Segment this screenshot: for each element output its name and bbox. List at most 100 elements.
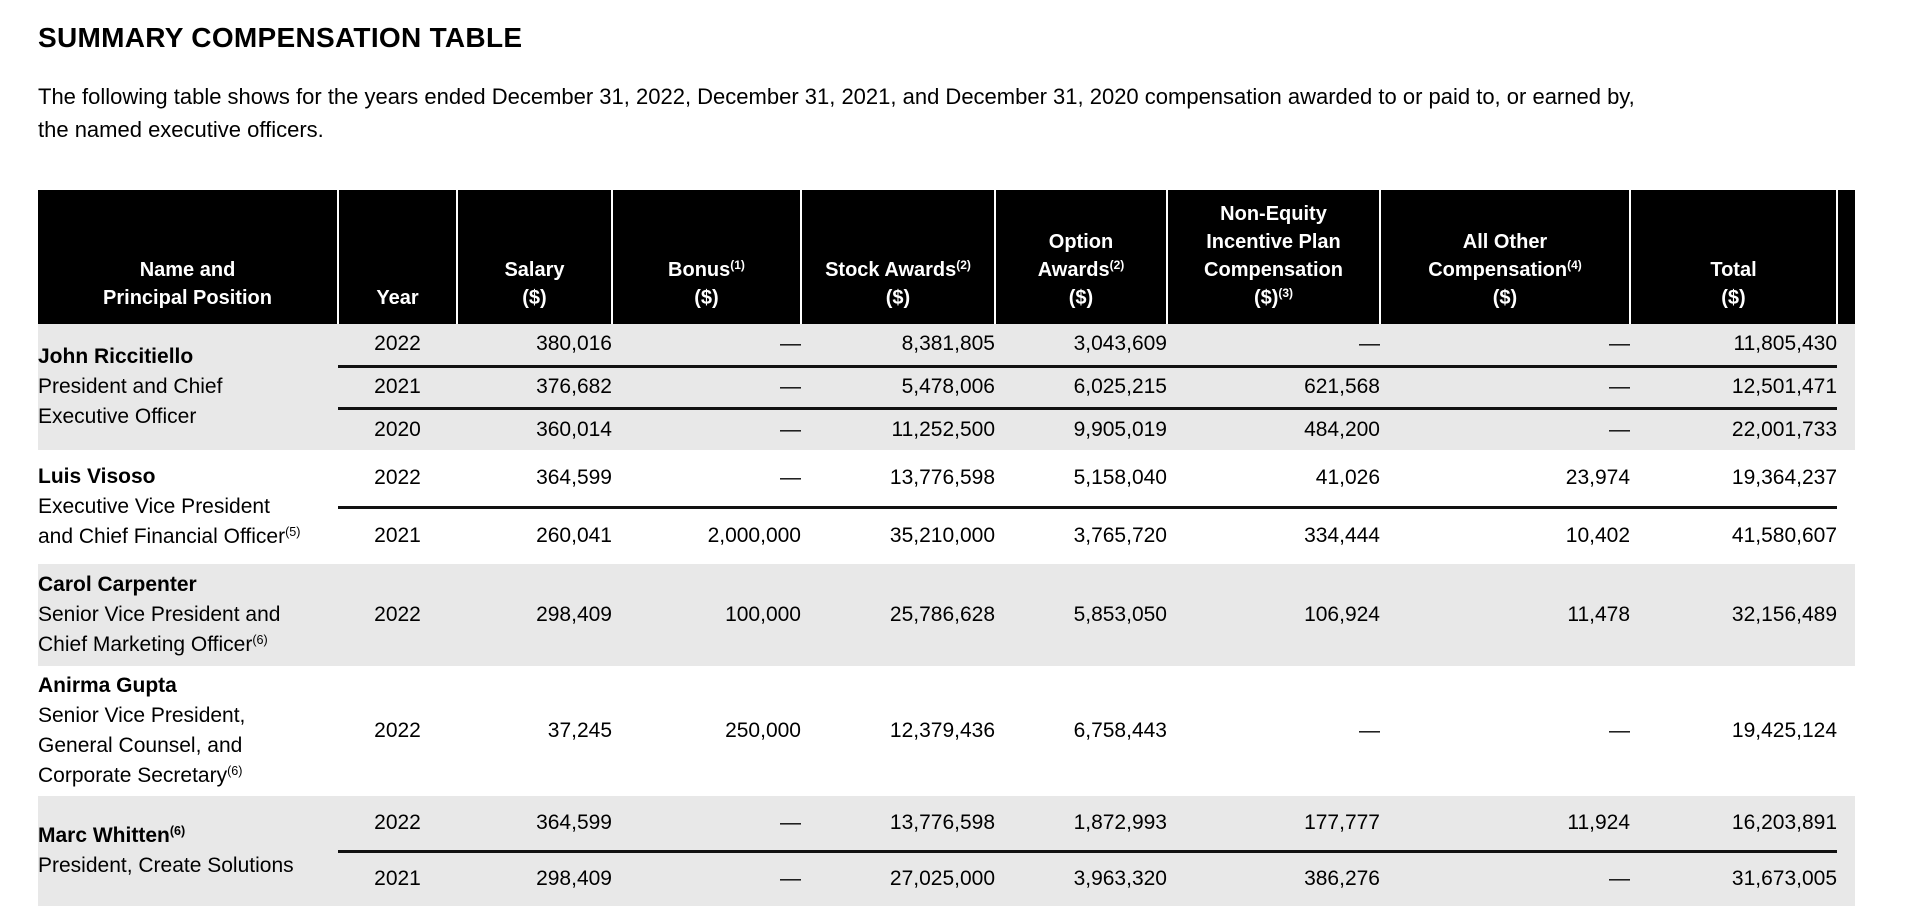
executive-position-line: Executive Vice President (38, 495, 270, 518)
value-stock_awards: 13,776,598 (801, 796, 995, 851)
executive-name: John Riccitiello (38, 345, 194, 368)
column-header-bonus: Bonus(1) ($) (611, 190, 801, 324)
executive-position-line: Senior Vice President, (38, 704, 246, 727)
value-option_awards: 3,963,320 (995, 849, 1167, 906)
value-non_equity_incentive: 106,924 (1167, 564, 1380, 666)
executive-name-cell: Luis Visoso Executive Vice President and C… (38, 450, 338, 564)
value-all_other_comp: — (1380, 406, 1630, 450)
value-option_awards: 5,853,050 (995, 564, 1167, 666)
row-spacer (1837, 796, 1855, 851)
value-salary: 360,014 (457, 406, 612, 450)
value-stock_awards: 5,478,006 (801, 364, 995, 408)
header-spacer (1836, 190, 1855, 324)
comp-row-john-riccitiello-2022: John Riccitiello President and Chief Execu… (38, 324, 1855, 450)
value-all_other_comp: 23,974 (1565, 465, 1630, 489)
executive-name: Luis Visoso (38, 465, 156, 488)
column-header-salary: Salary ($) (456, 190, 612, 324)
value-salary: 298,409 (457, 564, 612, 666)
value-bonus: — (780, 465, 801, 489)
value-bonus: — (612, 324, 801, 366)
executive-position-line: Executive Officer (38, 405, 197, 428)
value-salary: 260,041 (457, 505, 612, 564)
value-non_equity_incentive: 386,276 (1167, 849, 1380, 906)
value-total: 12,501,471 (1630, 364, 1837, 408)
value-option_awards: 5,158,040 (1073, 465, 1167, 489)
row-spacer (1837, 408, 1855, 450)
comp-row-marc-whitten-2022: Marc Whitten(6) President, Create Solutio… (38, 796, 1855, 906)
value-bonus: — (612, 406, 801, 450)
row-spacer (1837, 324, 1855, 366)
value-total: 32,156,489 (1630, 564, 1837, 666)
value-non_equity_incentive: 334,444 (1167, 505, 1380, 564)
value-total: 19,425,124 (1731, 719, 1837, 742)
value-total: 41,580,607 (1630, 505, 1837, 564)
value-total: 19,364,237 (1731, 465, 1837, 489)
value-non_equity_incentive: 41,026 (1315, 465, 1380, 489)
value-total: 22,001,733 (1630, 406, 1837, 450)
value-all_other_comp: — (1380, 849, 1630, 906)
row-spacer (1837, 366, 1855, 408)
row-spacer (1837, 507, 1855, 564)
year-cell: 2022 (374, 465, 421, 489)
value-total: 31,673,005 (1630, 849, 1837, 906)
value-non_equity_incentive: 621,568 (1167, 364, 1380, 408)
column-header-stock_awards: Stock Awards(2) ($) (800, 190, 995, 324)
comp-row-luis-visoso-2022: Luis Visoso Executive Vice President and C… (38, 450, 1855, 548)
row-spacer (1837, 450, 1855, 507)
value-option_awards: 1,872,993 (995, 796, 1167, 851)
value-all_other_comp: 10,402 (1380, 505, 1630, 564)
intro-paragraph: The following table shows for the years … (38, 80, 1880, 146)
year-cell: 2022 (374, 719, 421, 742)
value-stock_awards: 8,381,805 (801, 324, 995, 366)
executive-position-line: President, Create Solutions (38, 854, 294, 877)
column-header-year: Year (337, 190, 457, 324)
intro-line-2: the named executive officers. (38, 117, 324, 142)
row-spacer (1837, 851, 1855, 906)
value-non_equity_incentive: 177,777 (1167, 796, 1380, 851)
column-header-total: Total ($) (1629, 190, 1837, 324)
value-bonus: — (612, 849, 801, 906)
value-salary: 364,599 (457, 796, 612, 851)
executive-position-line: Corporate Secretary(6) (38, 764, 243, 787)
column-header-non_equity_incentive: Non-Equity Incentive Plan Compensation ($)(… (1166, 190, 1380, 324)
comp-row-carol-carpenter-2022: Carol Carpenter Senior Vice President and… (38, 564, 1855, 666)
value-option_awards: 6,025,215 (995, 364, 1167, 408)
comp-row-luis-visoso-2021: 2021 260,041 2,000,000 35,210,000 3,765,720 3… (38, 505, 1855, 564)
value-stock_awards: 11,252,500 (801, 406, 995, 450)
row-spacer (1837, 564, 1855, 666)
executive-name-cell: Anirma Gupta Senior Vice President, Genera… (38, 666, 338, 796)
executive-position-line: President and Chief (38, 375, 223, 398)
value-option_awards: 3,043,609 (995, 324, 1167, 366)
executive-name-cell: Carol Carpenter Senior Vice President and… (38, 564, 338, 666)
value-all_other_comp: 11,478 (1380, 564, 1630, 666)
value-bonus: 250,000 (725, 719, 801, 742)
value-total: 11,805,430 (1630, 324, 1837, 366)
value-all_other_comp: — (1609, 719, 1630, 742)
row-spacer (1837, 666, 1855, 796)
year-cell: 2021 (338, 505, 457, 564)
value-salary: 364,599 (536, 465, 612, 489)
value-bonus: — (612, 364, 801, 408)
value-non_equity_incentive: — (1167, 324, 1380, 366)
value-stock_awards: 13,776,598 (889, 465, 995, 489)
executive-position-line: and Chief Financial Officer(5) (38, 525, 301, 548)
value-salary: 376,682 (457, 364, 612, 408)
value-bonus: — (612, 796, 801, 851)
value-option_awards: 6,758,443 (1073, 719, 1167, 742)
summary-compensation-table: Name and Principal Position Year Salary ($) B… (38, 190, 1855, 906)
column-header-all_other_comp: All Other Compensation(4) ($) (1379, 190, 1630, 324)
value-bonus: 100,000 (612, 564, 801, 666)
year-cell: 2021 (338, 364, 457, 408)
value-all_other_comp: 11,924 (1380, 796, 1630, 851)
executive-name: Carol Carpenter (38, 573, 197, 596)
column-header-option_awards: Option Awards(2) ($) (994, 190, 1167, 324)
executive-name-cell: Marc Whitten(6) President, Create Solutio… (38, 796, 338, 906)
executive-name: Marc Whitten(6) (38, 824, 186, 847)
year-cell: 2022 (338, 324, 457, 366)
value-stock_awards: 25,786,628 (801, 564, 995, 666)
value-non_equity_incentive: — (1359, 719, 1380, 742)
year-cell: 2022 (338, 564, 457, 666)
executive-position-line: Senior Vice President and (38, 603, 281, 626)
value-stock_awards: 35,210,000 (801, 505, 995, 564)
page-title: SUMMARY COMPENSATION TABLE (38, 22, 523, 53)
